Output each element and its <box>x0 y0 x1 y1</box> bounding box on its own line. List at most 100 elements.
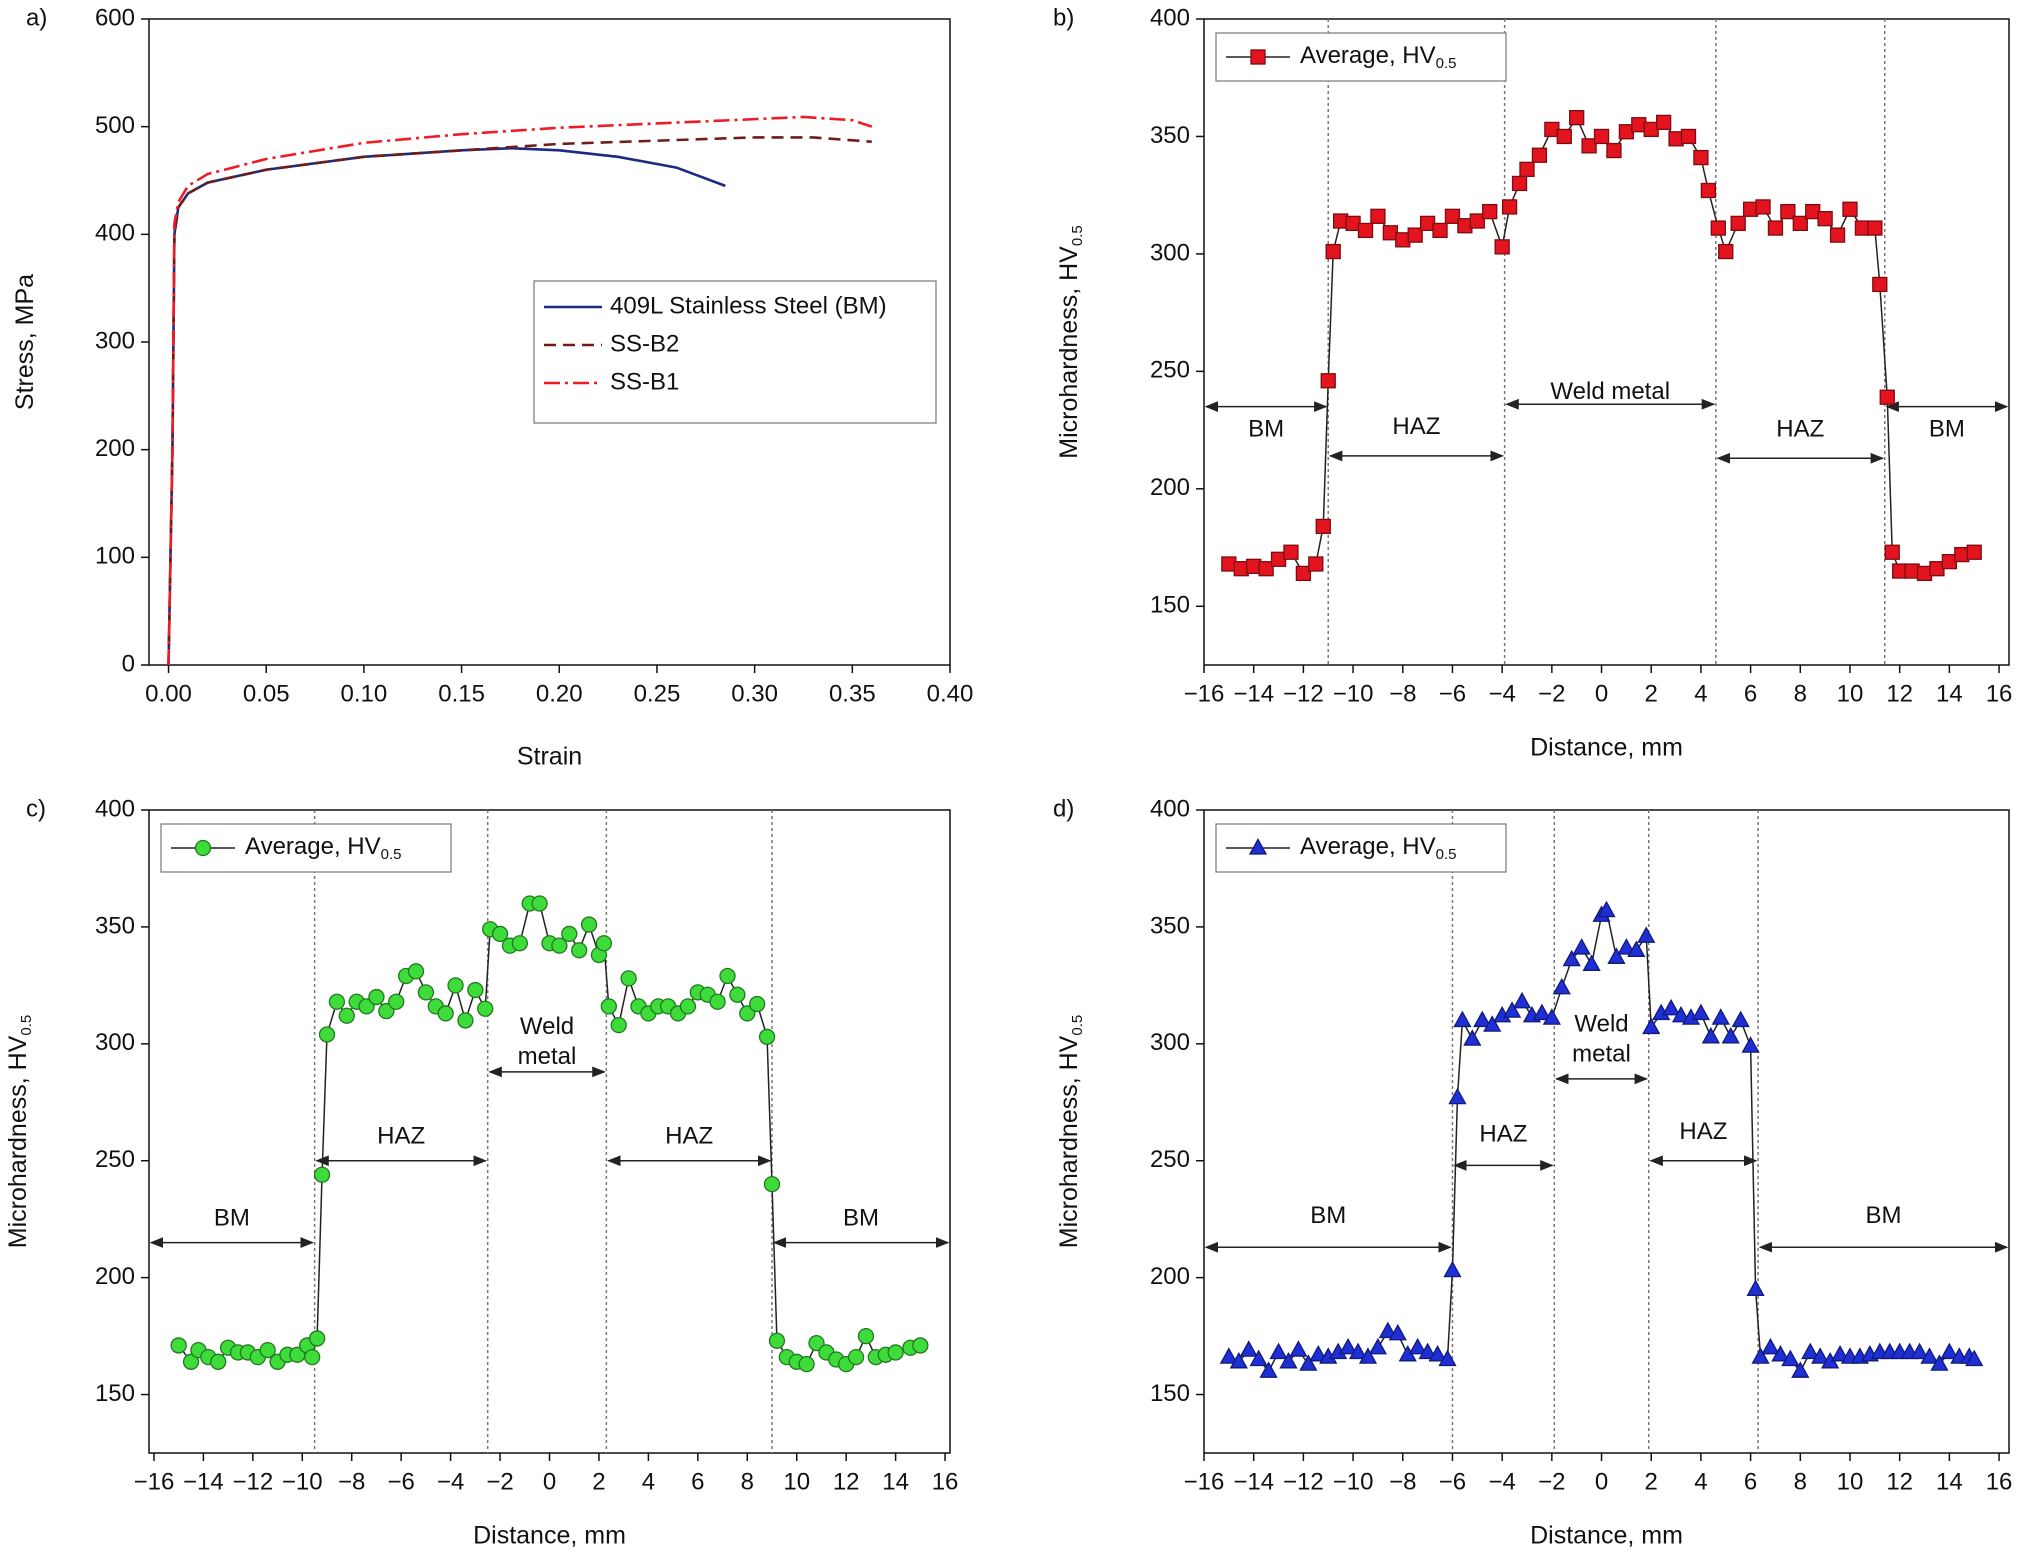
marker <box>729 986 746 1003</box>
marker <box>328 993 346 1010</box>
marker <box>1482 203 1498 220</box>
marker <box>1791 1361 1810 1378</box>
zone-label: HAZ <box>665 1123 713 1150</box>
marker <box>595 935 613 952</box>
panel-label: a) <box>26 4 47 31</box>
marker <box>1741 1036 1760 1053</box>
marker <box>511 935 528 952</box>
marker <box>1746 1279 1765 1296</box>
marker <box>1572 938 1591 955</box>
x-tick-label: 6 <box>691 1468 704 1495</box>
x-tick-label: −12 <box>1283 1468 1324 1495</box>
y-axis-label-sub: 0.5 <box>1069 1015 1086 1036</box>
marker <box>1755 199 1771 215</box>
y-tick-label: 500 <box>95 112 135 139</box>
zone-label: BM <box>214 1205 250 1232</box>
marker <box>1940 1342 1959 1360</box>
marker <box>1501 199 1518 215</box>
marker <box>210 1353 227 1370</box>
x-tick-label: −2 <box>486 1468 513 1495</box>
marker <box>467 981 484 999</box>
x-tick-label: 2 <box>592 1468 605 1495</box>
marker <box>1473 1010 1492 1028</box>
legend-label-sub: 0.5 <box>1436 55 1457 72</box>
y-axis-label-text: Microhardness, HV <box>1055 1035 1083 1248</box>
zone-label: HAZ <box>1776 415 1824 442</box>
marker <box>1661 998 1681 1016</box>
y-tick-label: 600 <box>95 4 135 31</box>
x-axis-label: Strain <box>517 743 582 771</box>
marker <box>1966 544 1982 560</box>
x-tick-label: −16 <box>1184 680 1225 707</box>
x-tick-label: 0.05 <box>243 680 290 707</box>
marker <box>1842 201 1858 217</box>
x-tick-label: 10 <box>783 1468 810 1495</box>
marker <box>1248 838 1268 855</box>
marker <box>1531 147 1548 163</box>
marker <box>1512 991 1532 1009</box>
x-tick-label: 8 <box>741 1468 754 1495</box>
marker <box>1320 373 1336 389</box>
y-axis-label: Stress, MPa <box>11 274 39 410</box>
marker <box>610 1016 627 1034</box>
marker <box>368 988 385 1006</box>
marker <box>679 998 697 1015</box>
marker <box>739 1005 756 1022</box>
marker <box>1751 1347 1770 1364</box>
marker <box>1671 1005 1691 1023</box>
marker <box>857 1327 875 1345</box>
marker <box>1642 1017 1661 1035</box>
marker <box>1249 1349 1268 1367</box>
x-tick-label: 0.30 <box>731 680 778 707</box>
marker <box>1711 1008 1730 1025</box>
marker <box>1767 220 1784 236</box>
y-tick-label: 200 <box>1150 1263 1190 1290</box>
marker <box>1811 1347 1830 1364</box>
marker <box>749 995 766 1013</box>
marker <box>1801 1342 1820 1360</box>
marker <box>580 916 598 933</box>
marker <box>194 839 212 857</box>
marker <box>1718 243 1734 260</box>
x-tick-label: 14 <box>1936 1468 1963 1495</box>
x-tick-label: −2 <box>1538 1468 1565 1495</box>
series-line <box>167 136 872 666</box>
marker <box>1655 114 1672 131</box>
marker <box>1502 1001 1522 1018</box>
y-tick-label: 200 <box>95 1263 135 1290</box>
legend-label-text: Average, HV <box>245 833 381 860</box>
y-axis-label-text: Microhardness, HV <box>4 1035 32 1248</box>
legend-label: SS-B2 <box>610 330 679 357</box>
marker <box>1872 276 1888 293</box>
marker <box>407 963 425 980</box>
y-tick-label: 100 <box>95 543 135 570</box>
x-tick-label: 0.00 <box>145 680 192 707</box>
x-tick-label: 0.15 <box>438 680 485 707</box>
x-tick-label: −8 <box>1389 1468 1416 1495</box>
x-tick-label: 12 <box>1886 1468 1913 1495</box>
marker <box>1761 1337 1780 1355</box>
y-tick-label: 150 <box>95 1380 135 1407</box>
marker <box>1781 1349 1800 1367</box>
marker <box>1250 49 1266 65</box>
x-tick-label: −8 <box>1389 680 1416 707</box>
marker <box>437 1005 454 1022</box>
x-tick-label: −4 <box>1488 1468 1515 1495</box>
x-tick-label: 0 <box>1595 680 1608 707</box>
marker <box>1269 1342 1288 1360</box>
marker <box>1771 1344 1790 1362</box>
marker <box>1295 565 1312 582</box>
y-tick-label: 300 <box>95 1029 135 1056</box>
marker <box>318 1026 336 1043</box>
y-axis-label-text: Stress, MPa <box>11 274 39 410</box>
marker <box>1378 1321 1397 1339</box>
marker <box>1469 213 1485 229</box>
marker <box>1532 1003 1552 1021</box>
x-tick-label: −6 <box>387 1468 414 1495</box>
y-tick-label: 250 <box>95 1146 135 1173</box>
marker <box>1884 544 1900 560</box>
x-tick-label: 6 <box>1744 1468 1757 1495</box>
marker <box>1408 1337 1427 1355</box>
legend-label: 409L Stainless Steel (BM) <box>610 292 887 319</box>
